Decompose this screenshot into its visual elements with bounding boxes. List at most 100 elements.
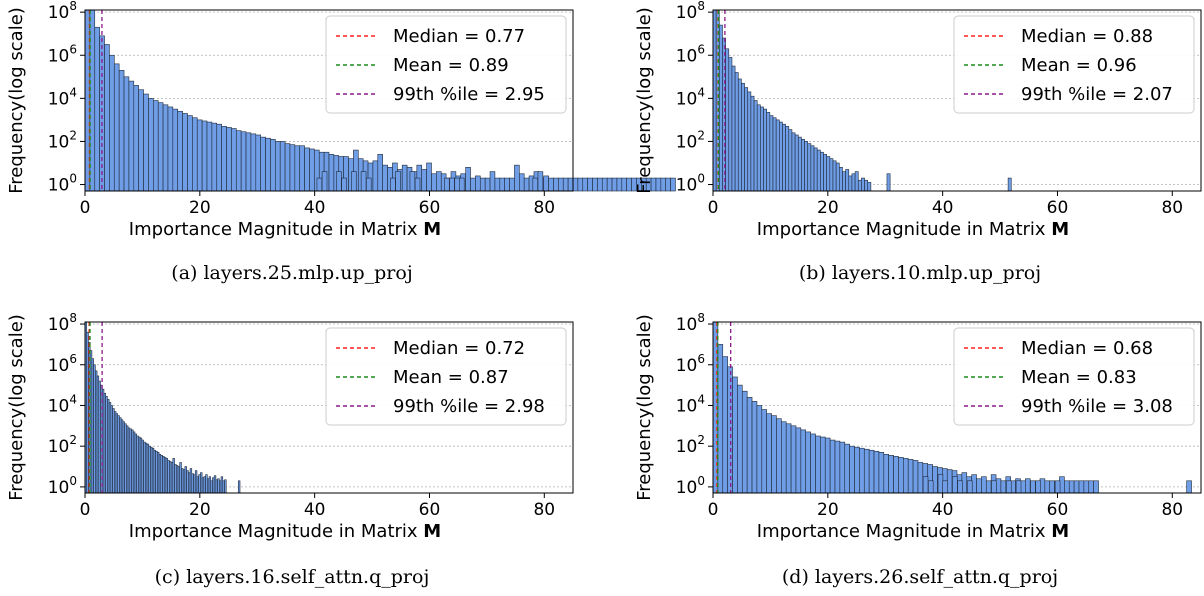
histogram-bar <box>995 478 1002 494</box>
histogram-bar <box>903 458 909 494</box>
histogram-bar <box>449 177 455 192</box>
y-tick-label: 100 <box>48 172 77 196</box>
histogram-bar <box>991 480 997 494</box>
histogram-bar <box>937 474 944 494</box>
legend-box <box>325 327 567 426</box>
histogram-bar <box>499 177 505 192</box>
histogram-bar <box>382 164 388 192</box>
histogram-bar <box>844 443 850 494</box>
histogram-bar <box>795 427 802 494</box>
histogram-bar <box>537 171 544 192</box>
histogram-bar <box>421 169 427 192</box>
histogram-bar <box>558 177 564 192</box>
histogram-bar <box>893 456 899 494</box>
histogram-bar <box>854 171 859 192</box>
histogram-bar <box>868 449 875 494</box>
histogram-bar <box>907 459 914 494</box>
histogram-bar <box>250 133 257 192</box>
histogram-bar <box>465 166 471 192</box>
x-tick-label: 80 <box>1161 198 1183 218</box>
histogram-bar <box>888 455 894 494</box>
histogram-bar <box>328 154 335 192</box>
histogram-bar <box>741 82 745 192</box>
histogram-bar <box>94 26 100 192</box>
x-tick-label: 40 <box>932 198 954 218</box>
histogram-bar <box>741 390 748 494</box>
legend: Median = 0.72 Mean = 0.87 99th %ile = 2.98 <box>325 327 567 426</box>
histogram-bar <box>857 179 862 192</box>
histogram-bar <box>459 177 465 192</box>
x-tick-label: 80 <box>1161 500 1183 520</box>
histogram-bar <box>454 177 460 192</box>
histogram-bar <box>878 451 885 494</box>
legend-entry: Median = 0.72 <box>393 338 525 359</box>
x-tick-label: 80 <box>533 500 555 520</box>
histogram-bar <box>810 433 816 494</box>
histogram-bar <box>519 173 525 192</box>
histogram-bar <box>289 144 296 192</box>
histogram-bar <box>781 421 787 494</box>
histogram-bar <box>756 405 763 494</box>
y-tick-label: 100 <box>676 172 705 196</box>
histogram-bar <box>946 469 953 494</box>
histogram-bar <box>1006 480 1012 494</box>
histogram-bar <box>245 132 252 192</box>
histogram-bar <box>816 149 821 192</box>
histogram-bar <box>1083 480 1090 494</box>
x-tick-label: 40 <box>304 198 326 218</box>
histogram-bar <box>216 123 222 192</box>
histogram-bar <box>820 151 824 192</box>
histogram-bar <box>760 106 764 192</box>
legend-entry: Mean = 0.96 <box>1021 55 1137 76</box>
y-tick-label: 108 <box>676 311 705 335</box>
histogram-bar <box>719 24 723 192</box>
histogram-bar <box>1073 480 1080 494</box>
histogram-bar <box>167 106 174 192</box>
x-axis-label: Importance Magnitude in Matrix M <box>757 521 1069 542</box>
histogram-bar <box>1093 480 1099 494</box>
y-tick-label: 108 <box>48 311 77 335</box>
histogram-bar <box>509 177 515 192</box>
histogram-bar <box>1068 480 1075 494</box>
histogram-bar <box>744 87 749 192</box>
histogram-bar <box>401 164 408 192</box>
x-axis-label: Importance Magnitude in Matrix M <box>129 219 441 240</box>
legend: Median = 0.88 Mean = 0.96 99th %ile = 2.07 <box>953 15 1195 114</box>
legend-entry: Mean = 0.87 <box>393 367 509 388</box>
y-tick-label: 106 <box>48 352 77 376</box>
histogram-bar <box>824 437 831 494</box>
histogram-bar <box>820 436 826 494</box>
axes-frame <box>712 321 1202 494</box>
histogram-bar <box>952 476 958 494</box>
axes-frame <box>84 321 574 494</box>
histogram-bar <box>562 177 569 192</box>
histogram-bar <box>479 177 486 192</box>
x-tick-label: 20 <box>817 500 839 520</box>
x-tick-label: 0 <box>708 500 719 520</box>
histogram-bar <box>366 177 372 192</box>
histogram-bar <box>715 9 720 192</box>
y-tick-label: 100 <box>676 474 705 498</box>
histogram-bar <box>957 480 963 494</box>
histogram-bar <box>753 100 758 192</box>
histogram-bar <box>592 177 598 192</box>
histogram-bar <box>133 85 139 192</box>
y-tick-label: 102 <box>676 433 705 457</box>
histogram-bar <box>316 177 323 192</box>
histogram-bar <box>769 115 774 192</box>
y-axis-label: Frequency(log scale) <box>634 7 655 194</box>
histogram-bar <box>1186 480 1192 494</box>
histogram-bar <box>577 177 584 192</box>
subfigure-caption: (d) layers.26.self_attn.q_proj <box>782 566 1058 588</box>
histogram-bar <box>567 177 574 192</box>
histogram-bar <box>182 113 188 192</box>
legend-entry: 99th %ile = 3.08 <box>1021 396 1173 417</box>
histogram-bar <box>832 160 837 192</box>
histogram-bar <box>967 480 973 494</box>
histogram-bar <box>597 177 603 192</box>
histogram-bar <box>494 177 501 192</box>
legend-entry: Median = 0.68 <box>1021 338 1153 359</box>
legend-box <box>953 15 1195 114</box>
histogram-bar <box>270 138 276 192</box>
